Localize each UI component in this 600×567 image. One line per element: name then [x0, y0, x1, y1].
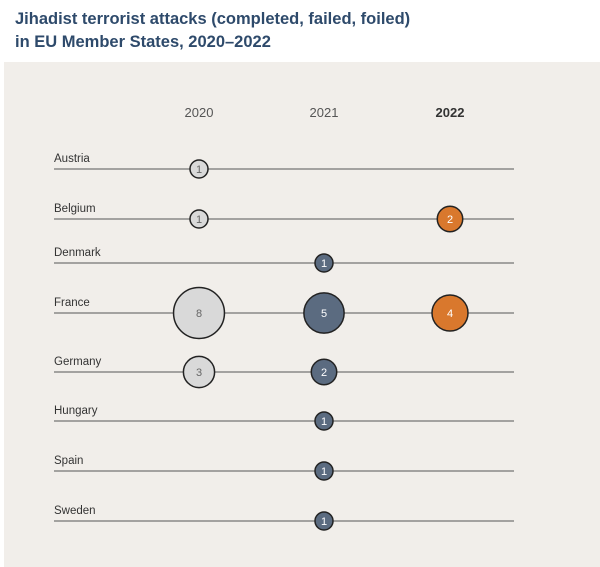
bubble-austria-2020 [189, 159, 209, 179]
chart-panel [4, 62, 600, 567]
chart-title: Jihadist terrorist attacks (completed, f… [15, 8, 585, 54]
country-label-austria: Austria [54, 153, 90, 165]
bubble-value-france-2021: 5 [321, 308, 327, 320]
bubble-value-sweden-2021: 1 [321, 516, 327, 528]
bubble-belgium-2022 [436, 205, 464, 233]
bubble-france-2022 [431, 294, 469, 332]
country-label-sweden: Sweden [54, 505, 96, 517]
country-label-germany: Germany [54, 356, 102, 368]
bubble-spain-2021 [314, 461, 334, 481]
bubble-value-germany-2020: 3 [196, 367, 202, 379]
year-label-2020: 2020 [185, 105, 214, 120]
bubble-value-belgium-2020: 1 [196, 214, 202, 226]
country-label-france: France [54, 297, 90, 309]
bubble-france-2020 [172, 286, 226, 340]
bubble-sweden-2021 [314, 511, 334, 531]
bubble-value-spain-2021: 1 [321, 466, 327, 478]
chart-title-line-2: in EU Member States, 2020–2022 [15, 33, 271, 51]
bubble-value-hungary-2021: 1 [321, 416, 327, 428]
bubble-hungary-2021 [314, 411, 334, 431]
bubble-belgium-2020 [189, 209, 209, 229]
bubble-value-denmark-2021: 1 [321, 258, 327, 270]
bubble-value-belgium-2022: 2 [447, 214, 453, 226]
bubble-france-2021 [303, 292, 345, 334]
year-label-2021: 2021 [310, 105, 339, 120]
year-label-2022: 2022 [436, 105, 465, 120]
bubble-germany-2020 [182, 355, 216, 389]
country-label-hungary: Hungary [54, 405, 98, 417]
bubble-germany-2021 [310, 358, 338, 386]
country-label-spain: Spain [54, 455, 83, 467]
bubble-value-germany-2021: 2 [321, 367, 327, 379]
bubble-value-france-2022: 4 [447, 308, 453, 320]
chart-title-line-1: Jihadist terrorist attacks (completed, f… [15, 10, 411, 28]
bubble-value-austria-2020: 1 [196, 164, 202, 176]
bubble-denmark-2021 [314, 253, 334, 273]
country-label-denmark: Denmark [54, 247, 101, 259]
bubble-value-france-2020: 8 [196, 308, 202, 320]
country-label-belgium: Belgium [54, 203, 96, 215]
